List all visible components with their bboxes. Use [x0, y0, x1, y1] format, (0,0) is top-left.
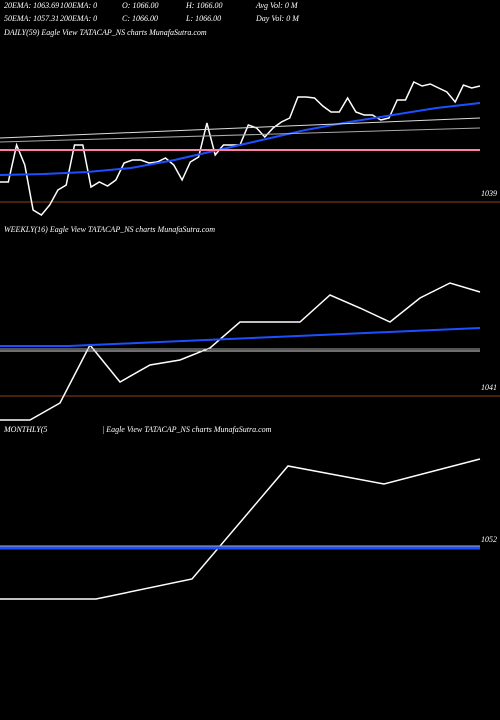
- series-line: [0, 282, 481, 421]
- panel-title: WEEKLY(16) Eagle View TATACAP_NS charts …: [4, 225, 215, 234]
- header-stat: C: 1066.00: [122, 14, 158, 23]
- header-stat: 20EMA: 1063.69: [4, 1, 59, 10]
- header-stat: Avg Vol: 0 M: [255, 1, 299, 10]
- series-line: [0, 327, 481, 347]
- panel-title: MONTHLY(5: [3, 425, 47, 434]
- y-tick-label: 1039: [481, 189, 497, 198]
- header-stat: 200EMA: 0: [60, 14, 97, 23]
- series-line: [0, 117, 481, 139]
- header-stat: 100EMA: 0: [60, 1, 97, 10]
- series-line: [0, 458, 481, 600]
- y-tick-label: 1041: [481, 383, 497, 392]
- header-stat: Day Vol: 0 M: [255, 14, 300, 23]
- header-stat: L: 1066.00: [185, 14, 221, 23]
- header-stat: O: 1066.00: [122, 1, 158, 10]
- y-tick-label: 1052: [481, 535, 497, 544]
- series-line: [0, 102, 481, 176]
- series-line: [0, 127, 481, 143]
- panel-title: DAILY(59) Eagle View TATACAP_NS charts M…: [3, 28, 207, 37]
- panel-subtitle: | Eagle View TATACAP_NS charts MunafaSut…: [102, 425, 272, 434]
- header-stat: 50EMA: 1057.31: [4, 14, 59, 23]
- header-stat: H: 1066.00: [185, 1, 222, 10]
